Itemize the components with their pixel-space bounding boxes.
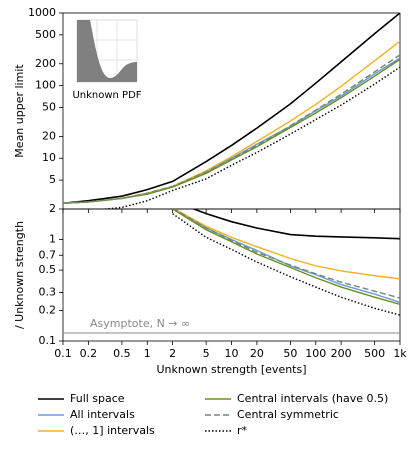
inset: Unknown PDF (72, 19, 142, 101)
x-tick-label: 2 (169, 347, 176, 360)
x-tick-label: 0.2 (80, 347, 98, 360)
y-axis-label: Mean upper limit (13, 64, 26, 158)
x-tick-label: 10 (225, 347, 239, 360)
series-group (63, 13, 400, 209)
series-line (172, 209, 400, 305)
series-line (173, 209, 400, 299)
y-tick-label: 10 (42, 151, 56, 164)
legend-label: (…, 1] intervals (70, 424, 155, 437)
series-line (172, 213, 400, 316)
y-tick-label: 1 (49, 233, 56, 246)
x-tick-label: 0.5 (113, 347, 131, 360)
y-tick-label: 100 (35, 79, 56, 92)
x-tick-label: 1k (393, 347, 407, 360)
x-tick-label: 20 (250, 347, 264, 360)
series-line (191, 209, 400, 240)
series-line (63, 54, 400, 204)
y-tick-label: 0.1 (39, 334, 57, 347)
inset-label: Unknown PDF (72, 90, 141, 101)
x-tick-label: 200 (331, 347, 352, 360)
y-tick-label: 5 (49, 173, 56, 186)
y-tick-label: 500 (35, 28, 56, 41)
legend-label: All intervals (70, 408, 135, 421)
x-tick-label: 500 (364, 347, 385, 360)
y-tick-label: 0.3 (39, 286, 57, 299)
y-tick-label: 0.2 (39, 303, 57, 316)
series-line (173, 209, 400, 280)
x-tick-label: 0.1 (54, 347, 72, 360)
x-tick-label: 100 (305, 347, 326, 360)
legend-label: Full space (70, 392, 125, 405)
legend-label: Central intervals (have 0.5) (237, 392, 388, 405)
y-tick-label: 1000 (28, 6, 56, 19)
x-tick-label: 5 (203, 347, 210, 360)
y-tick-label: 50 (42, 100, 56, 113)
legend-label: Central symmetric (237, 408, 339, 421)
x-axis-label: Unknown strength [events] (156, 363, 306, 376)
x-tick-label: 50 (283, 347, 297, 360)
series-line (63, 13, 400, 205)
series-line (98, 66, 400, 209)
y-tick-label: 20 (42, 129, 56, 142)
series-group (172, 209, 400, 316)
y-tick-label: 0.7 (39, 248, 57, 261)
asymptote-label: Asymptote, N → ∞ (90, 317, 190, 330)
y-axis-label: / Unknown strength (13, 221, 26, 329)
y-tick-label: 2 (49, 202, 56, 215)
x-tick-label: 1 (144, 347, 151, 360)
y-tick-label: 200 (35, 57, 56, 70)
y-tick-label: 0.5 (39, 263, 57, 276)
legend-label: r* (237, 424, 248, 437)
